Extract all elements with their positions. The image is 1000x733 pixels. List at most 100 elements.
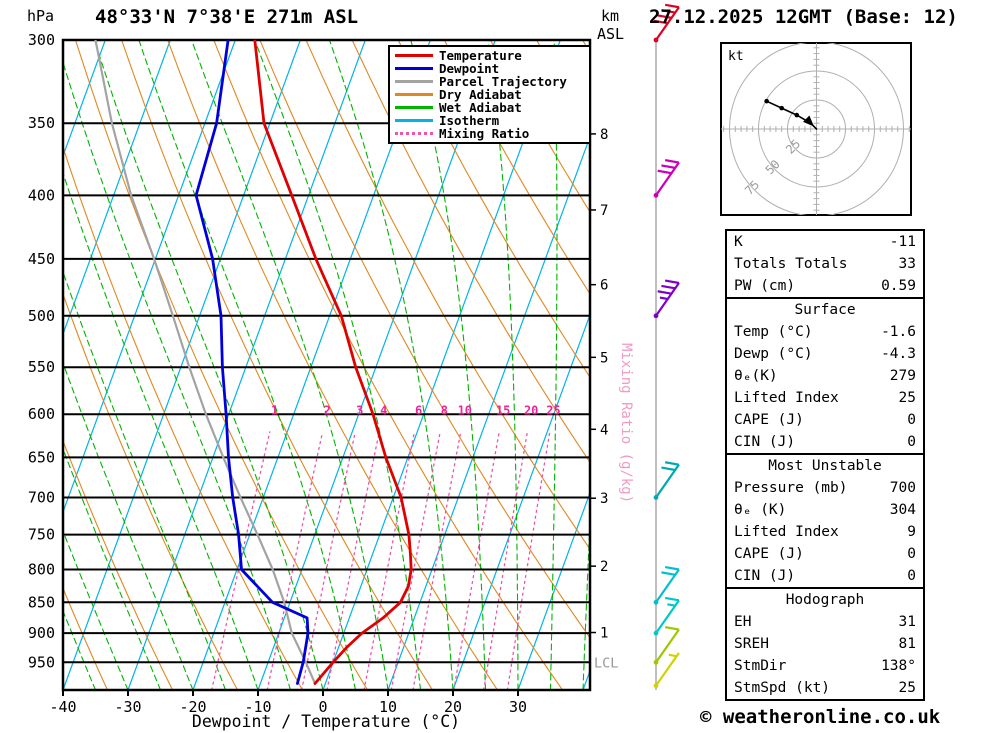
hodograph-grid [721, 43, 911, 215]
svg-text:2: 2 [600, 559, 608, 575]
svg-text:-40: -40 [49, 698, 76, 716]
svg-text:650: 650 [28, 448, 55, 466]
km-asl-ticks: 1 2 3 4 5 6 7 8 [590, 127, 608, 642]
pressure-tick-labels: 300 350 400 450 500 550 600 650 700 750 800 850 900 9… [28, 31, 55, 671]
svg-text:8: 8 [600, 127, 608, 143]
svg-text:6: 6 [415, 404, 422, 418]
stats-row: Pressure (mb) 700 [727, 477, 923, 499]
datetime-title: 27.12.2025 12GMT (Base: 12) [649, 6, 958, 28]
stat-value: 0 [907, 568, 916, 584]
svg-text:6: 6 [600, 278, 608, 294]
stat-label: CAPE (J) [734, 546, 804, 562]
stat-value: -11 [889, 234, 916, 250]
stat-label: CIN (J) [734, 568, 796, 584]
svg-text:10: 10 [458, 404, 472, 418]
stats-box: K -11 Totals Totals 33 PW (cm) 0.59 [725, 229, 925, 299]
svg-text:-20: -20 [179, 698, 206, 716]
stat-label: Lifted Index [734, 524, 839, 540]
copyright-text: © weatheronline.co.uk [700, 706, 941, 728]
wind-barb [653, 565, 680, 605]
svg-text:15: 15 [496, 404, 510, 418]
stats-row: θₑ(K) 279 [727, 365, 923, 387]
stat-value: 25 [898, 390, 916, 406]
isotherm-lines [63, 40, 590, 690]
svg-text:-10: -10 [244, 698, 271, 716]
stat-value: 0 [907, 546, 916, 562]
legend-line-sample [395, 119, 433, 122]
stat-label: StmDir [734, 658, 787, 674]
stats-row: CAPE (J) 0 [727, 543, 923, 565]
svg-text:4: 4 [600, 422, 608, 438]
svg-text:1: 1 [271, 404, 278, 418]
legend-item: Temperature [390, 48, 589, 63]
stat-label: CAPE (J) [734, 412, 804, 428]
legend-item: Wet Adiabat [390, 100, 589, 115]
x-axis-title: Dewpoint / Temperature (°C) [192, 712, 460, 731]
legend-label: Wet Adiabat [439, 100, 522, 115]
stat-value: 31 [898, 614, 916, 630]
stats-box-title: Surface [794, 302, 856, 318]
stats-box-title: Most Unstable [768, 458, 882, 474]
stat-label: PW (cm) [734, 278, 796, 294]
temperature-curve [253, 40, 413, 685]
stats-box-title: Hodograph [785, 592, 865, 608]
legend-label: Dry Adiabat [439, 87, 522, 102]
stats-row: Totals Totals 33 [727, 253, 923, 275]
legend-line-sample [395, 93, 433, 96]
dewpoint-curve [194, 40, 310, 685]
mixing-ratio-value-labels: 1 2 3 4 6 8 10 15 20 25 [271, 404, 561, 418]
stat-value: 138° [881, 658, 916, 674]
stat-value: 25 [898, 680, 916, 696]
legend-line-sample [395, 67, 433, 70]
stat-label: K [734, 234, 743, 250]
stats-box-surface: Surface Temp (°C) -1.6 Dewp (°C) -4.3 θₑ(K) 27… [725, 297, 925, 455]
stats-row: Lifted Index 25 [727, 387, 923, 409]
mixing-ratio-axis-label: Mixing Ratio (g/kg) [618, 343, 634, 503]
stats-row: CAPE (J) 0 [727, 409, 923, 431]
wind-barb [653, 159, 680, 198]
stats-row: Lifted Index 9 [727, 521, 923, 543]
stats-row: PW (cm) 0.59 [727, 275, 923, 297]
svg-text:950: 950 [28, 653, 55, 671]
stats-row: CIN (J) 0 [727, 565, 923, 587]
stat-label: CIN (J) [734, 434, 796, 450]
legend-item: Parcel Trajectory [390, 74, 589, 89]
svg-text:600: 600 [28, 405, 55, 423]
pressure-axis-unit: hPa [27, 7, 55, 25]
wind-barb [653, 279, 680, 319]
stat-label: Dewp (°C) [734, 346, 813, 362]
stat-label: Pressure (mb) [734, 480, 848, 496]
svg-text:20: 20 [444, 698, 462, 716]
temperature-tick-labels: -40 -30 -20 -10 0 10 20 30 [49, 690, 527, 716]
legend-label: Parcel Trajectory [439, 74, 567, 89]
station-title: 48°33'N 7°38'E 271m ASL [95, 6, 359, 28]
stats-row: CIN (J) 0 [727, 431, 923, 453]
stat-value: 0 [907, 434, 916, 450]
stat-label: StmSpd (kt) [734, 680, 831, 696]
lcl-marker-label: LCL [594, 655, 618, 671]
svg-text:8: 8 [441, 404, 448, 418]
hodograph-storm-arrow [803, 115, 814, 127]
legend-line-sample [395, 54, 433, 57]
legend-item: Dewpoint [390, 61, 589, 76]
legend-line-sample [395, 80, 433, 83]
legend-label: Mixing Ratio [439, 126, 530, 141]
legend-item: Dry Adiabat [390, 87, 589, 102]
wind-barb [653, 626, 680, 665]
legend-line-sample [395, 106, 433, 109]
stats-row: Temp (°C) -1.6 [727, 321, 923, 343]
stats-row: Dewp (°C) -4.3 [727, 343, 923, 365]
wind-barb [653, 596, 680, 636]
stat-label: θₑ (K) [734, 502, 787, 518]
stats-row: θₑ (K) 304 [727, 499, 923, 521]
stat-label: SREH [734, 636, 769, 652]
svg-text:700: 700 [28, 488, 55, 506]
stat-value: 279 [889, 368, 916, 384]
svg-text:4: 4 [380, 404, 387, 418]
wind-barb-column [653, 3, 680, 690]
stat-value: 0.59 [881, 278, 916, 294]
svg-text:400: 400 [28, 186, 55, 204]
stats-row: StmSpd (kt) 25 [727, 677, 923, 699]
